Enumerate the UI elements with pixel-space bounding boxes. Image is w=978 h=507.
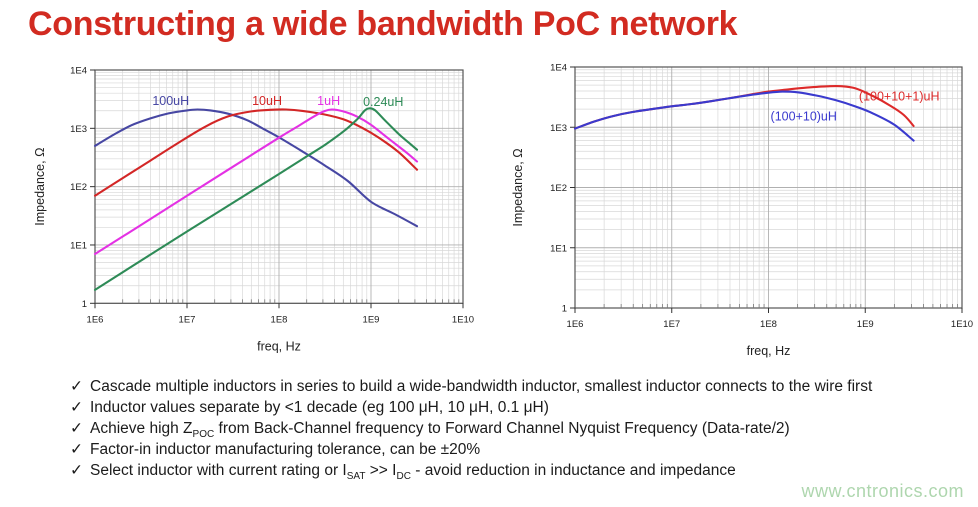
x-tick-label: 1E9 (363, 314, 380, 325)
y-axis-title: Impedance, Ω (33, 148, 47, 226)
check-icon: ✓ (70, 462, 83, 479)
y-tick-label: 1E4 (70, 66, 87, 77)
bullet-text: Inductor values separate by <1 decade (e… (90, 399, 549, 416)
watermark: www.cntronics.com (801, 481, 964, 501)
curve-label: (100+10+1)uH (859, 89, 940, 103)
slide-title: Constructing a wide bandwidth PoC networ… (28, 5, 738, 43)
impedance-chart-individual-inductors: 1E6 1E7 1E8 1E9 1E10 1 1E1 1E2 1E3 1E4 freq, Hz Imp… (33, 66, 474, 354)
axis-ticks (90, 69, 464, 309)
curve-label: 1uH (317, 94, 340, 108)
y-tick-label: 1E2 (550, 183, 567, 194)
bullet-item: ✓ Cascade multiple inductors in series to… (70, 376, 872, 397)
x-axis-title: freq, Hz (257, 339, 301, 353)
x-tick-label: 1E7 (179, 314, 196, 325)
y-tick-label: 1E1 (550, 243, 567, 254)
bullet-item: ✓ Inductor values separate by <1 decade (… (70, 397, 872, 418)
curve-label: 0.24uH (363, 95, 403, 109)
series-0.24uH (93, 107, 419, 291)
check-icon: ✓ (70, 378, 83, 395)
x-tick-label: 1E8 (760, 319, 777, 330)
minor-ticks (603, 304, 958, 308)
minor-ticks (122, 299, 460, 304)
check-icon: ✓ (70, 441, 83, 458)
bullet-item: ✓ Factor-in inductor manufacturing tolera… (70, 439, 872, 460)
y-tick-label: 1E3 (70, 124, 87, 135)
tick-labels: 1E6 1E7 1E8 1E9 1E10 1 1E1 1E2 1E3 1E4 (70, 66, 474, 326)
impedance-chart-cascaded-network: 1E6 1E7 1E8 1E9 1E10 1 1E1 1E2 1E3 1E4 freq, Hz Imp… (511, 63, 973, 359)
bullet-text: Select inductor with current rating or I… (90, 462, 736, 483)
check-icon: ✓ (70, 420, 83, 437)
bullet-item: ✓ Achieve high ZPOC from Back-Channel fre… (70, 418, 872, 441)
y-tick-label: 1 (82, 299, 87, 310)
x-tick-label: 1E7 (663, 319, 680, 330)
series-100uH (93, 108, 419, 228)
y-tick-label: 1E2 (70, 182, 87, 193)
x-tick-label: 1E6 (567, 319, 584, 330)
y-tick-label: 1E1 (70, 240, 87, 251)
curve-label: 100uH (152, 94, 189, 108)
bullet-text: Cascade multiple inductors in series to … (90, 378, 873, 395)
check-icon: ✓ (70, 399, 83, 416)
y-tick-label: 1 (562, 304, 567, 315)
tick-labels: 1E6 1E7 1E8 1E9 1E10 1 1E1 1E2 1E3 1E4 (550, 63, 973, 331)
curve-label: (100+10)uH (771, 109, 837, 123)
x-tick-label: 1E9 (857, 319, 874, 330)
axis-ticks (570, 66, 963, 313)
x-tick-label: 1E6 (87, 314, 104, 325)
bullet-text: Achieve high ZPOC from Back-Channel freq… (90, 420, 790, 441)
bullet-item: ✓ Select inductor with current rating or … (70, 460, 872, 483)
y-tick-label: 1E4 (550, 63, 567, 74)
x-axis-title: freq, Hz (747, 344, 791, 358)
series-10uH (93, 108, 419, 197)
series-1uH (93, 108, 419, 256)
bullet-text: Factor-in inductor manufacturing toleran… (90, 441, 481, 458)
bullet-list: ✓ Cascade multiple inductors in series to… (70, 376, 872, 483)
x-tick-label: 1E10 (951, 319, 973, 330)
series-(100+10)uH (573, 90, 915, 142)
y-axis-title: Impedance, Ω (511, 148, 525, 226)
x-tick-label: 1E10 (452, 314, 474, 325)
y-tick-label: 1E3 (550, 123, 567, 134)
curve-label: 10uH (252, 94, 282, 108)
x-tick-label: 1E8 (271, 314, 288, 325)
